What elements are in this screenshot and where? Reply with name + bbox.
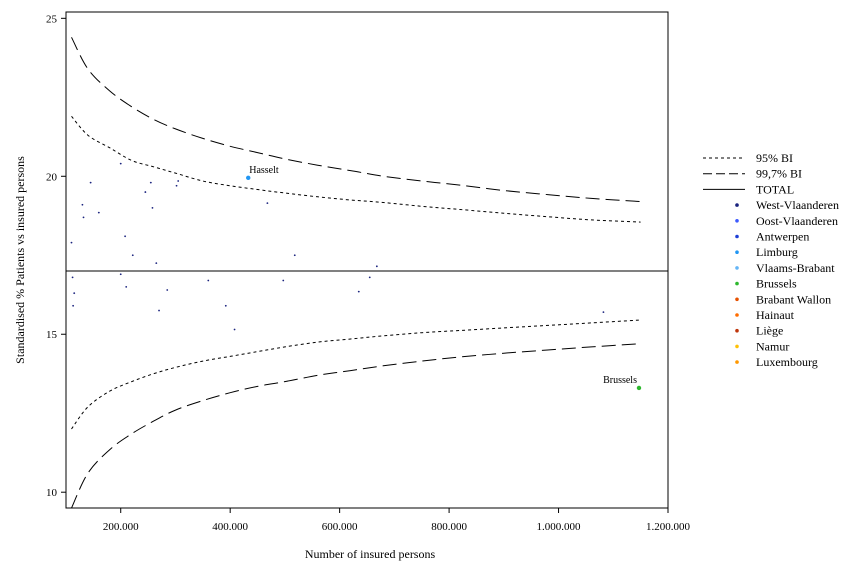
data-point [131, 254, 134, 257]
x-tick-label: 1.000.000 [537, 521, 582, 533]
legend-dot-swatch [735, 360, 739, 364]
legend-label: Oost-Vlaanderen [756, 214, 838, 228]
legend-label: 99,7% BI [756, 167, 802, 181]
data-point [73, 292, 76, 295]
legend-label: Antwerpen [756, 230, 809, 244]
point-label: Brussels [603, 375, 637, 386]
data-point [151, 206, 154, 209]
data-point [155, 262, 158, 265]
data-point [177, 180, 180, 182]
point-label: Hasselt [249, 165, 279, 176]
legend-dot-swatch [735, 328, 739, 333]
data-point [97, 211, 100, 214]
data-point [368, 276, 371, 279]
data-point [70, 241, 73, 244]
x-axis-label: Number of insured persons [305, 547, 436, 561]
data-point [82, 216, 85, 219]
data-point [246, 175, 251, 181]
legend-label: West-Vlaanderen [756, 198, 839, 212]
legend-label: Brussels [756, 277, 797, 291]
data-point [224, 304, 227, 307]
data-point [636, 385, 642, 391]
y-tick-label: 20 [46, 171, 58, 183]
data-point [293, 254, 296, 257]
legend-dot-swatch [735, 344, 739, 349]
x-tick-label: 800.000 [431, 521, 467, 533]
x-tick-label: 1.200.000 [646, 521, 691, 533]
legend-label: TOTAL [756, 182, 794, 196]
data-point [266, 202, 269, 205]
data-point [166, 289, 169, 291]
legend-label: Luxembourg [756, 355, 818, 369]
band-upper-997 [71, 37, 641, 203]
legend-label: Brabant Wallon [756, 292, 831, 306]
band-lower-997 [71, 343, 641, 509]
data-point [207, 279, 210, 282]
data-point [282, 279, 285, 282]
legend-dot-swatch [735, 250, 739, 254]
legend-dot-swatch [735, 219, 739, 223]
x-tick-label: 600.000 [322, 521, 358, 533]
legend-label: Namur [756, 339, 789, 353]
band-lower-95 [71, 319, 641, 430]
data-point [89, 181, 92, 184]
data-point [149, 181, 152, 184]
legend-label: Liège [756, 324, 783, 338]
data-point [124, 235, 127, 238]
x-axis: 200.000 400.000 600.000 800.000 1.000.000 1.2… [103, 508, 691, 533]
data-points [70, 162, 642, 391]
x-tick-label: 200.000 [103, 521, 139, 533]
legend-dot-swatch [735, 281, 739, 286]
data-point [602, 311, 605, 314]
data-point [158, 309, 160, 312]
legend-label: Hainaut [756, 308, 795, 322]
legend-dot-swatch [735, 313, 739, 317]
legend-label: Limburg [756, 245, 798, 259]
data-point [144, 191, 147, 193]
y-axis-label: Standardised % Patients vs insured perso… [13, 156, 27, 364]
data-point [71, 276, 74, 279]
legend-label: 95% BI [756, 151, 793, 165]
band-upper-95 [71, 115, 641, 223]
legend-dot-swatch [735, 266, 739, 270]
data-point [81, 203, 84, 206]
data-point [357, 290, 360, 293]
point-annotations: Hasselt Brussels [249, 165, 637, 386]
data-point [375, 265, 378, 268]
y-axis: 10 15 20 25 [46, 13, 66, 499]
legend-dot-swatch [735, 203, 739, 207]
data-point [233, 328, 236, 331]
data-point [175, 184, 178, 187]
x-tick-label: 400.000 [212, 521, 248, 533]
confidence-bands [66, 37, 668, 509]
data-point [119, 273, 122, 276]
data-point [125, 285, 128, 288]
legend-dot-swatch [735, 297, 739, 302]
y-tick-label: 15 [46, 329, 58, 341]
plot-frame [65, 11, 669, 509]
data-point [119, 162, 122, 165]
legend-dot-swatch [735, 234, 739, 239]
y-tick-label: 10 [46, 487, 58, 499]
data-point [72, 304, 75, 307]
y-tick-label: 25 [46, 13, 58, 25]
legend-label: Vlaams-Brabant [756, 261, 835, 275]
